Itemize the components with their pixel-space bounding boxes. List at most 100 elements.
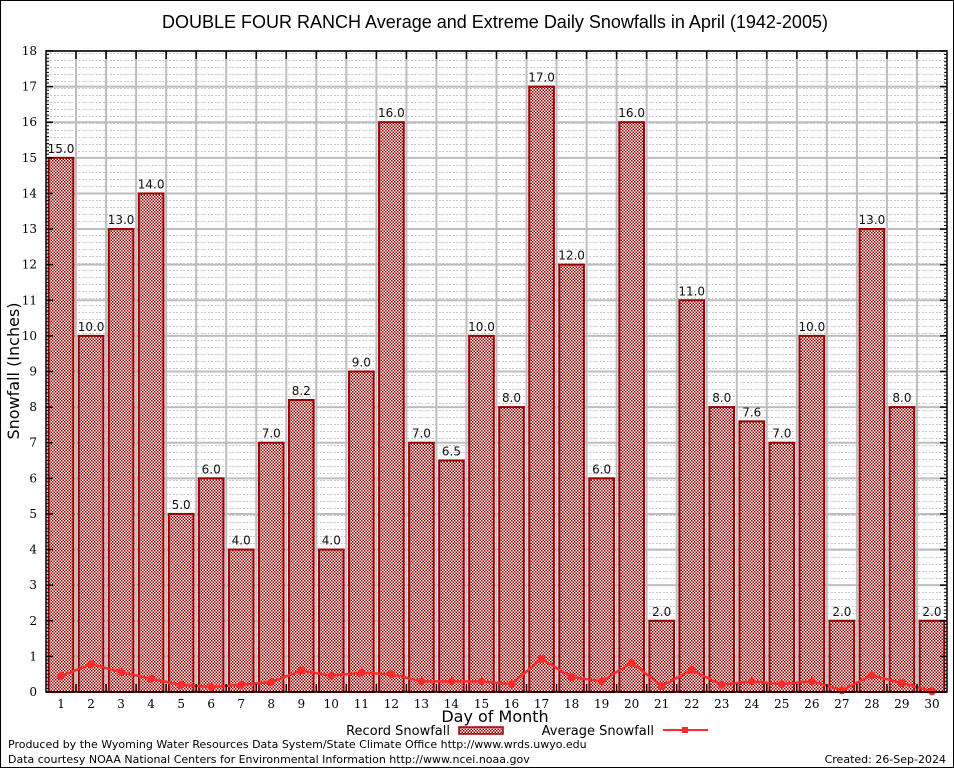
average-point-day-25 xyxy=(777,680,786,689)
bar-day-17 xyxy=(528,85,555,694)
average-point-day-27 xyxy=(837,686,846,695)
bar-value-labels: 15.0 10.0 13.0 14.0 5.0 6.0 4.0 7.0 8.2 4.0 9.0 16.… xyxy=(48,71,942,619)
legend-average-marker xyxy=(682,727,688,733)
average-point-day-6 xyxy=(207,683,216,692)
bar-label-day-4: 14.0 xyxy=(138,177,165,191)
x-tick-label: 30 xyxy=(924,697,939,711)
legend: Record Snowfall Average Snowfall xyxy=(346,724,708,739)
y-tick-label: 13 xyxy=(22,222,37,236)
x-tick-labels: 1 2 3 4 5 6 7 8 9 10 11 12 13 14 15 16 17 18 19 20 21 22 23 24 2… xyxy=(57,697,939,711)
average-point-day-1 xyxy=(57,671,66,680)
x-tick-label: 8 xyxy=(267,697,275,711)
average-point-day-23 xyxy=(717,680,726,689)
average-point-day-28 xyxy=(867,671,876,680)
bar-day-25 xyxy=(768,441,796,693)
x-tick-label: 3 xyxy=(117,697,125,711)
average-point-day-17 xyxy=(537,654,546,663)
x-tick-label: 19 xyxy=(594,697,609,711)
bar-label-day-2: 10.0 xyxy=(78,320,105,334)
y-tick-label: 0 xyxy=(29,685,37,699)
axis-ticks xyxy=(46,50,947,693)
bar-day-4 xyxy=(137,192,165,693)
x-tick-label: 20 xyxy=(624,697,639,711)
average-point-day-15 xyxy=(477,677,486,686)
average-point-day-24 xyxy=(747,677,756,686)
x-tick-label: 24 xyxy=(744,697,760,711)
bar-day-3 xyxy=(107,228,135,694)
bar-label-day-3: 13.0 xyxy=(108,213,135,227)
footer-data-courtesy: Data courtesy NOAA National Centers for … xyxy=(8,753,530,766)
x-tick-label: 27 xyxy=(834,697,849,711)
y-tick-label: 10 xyxy=(22,329,37,343)
x-tick-label: 12 xyxy=(384,697,399,711)
x-tick-label: 5 xyxy=(177,697,185,711)
average-point-day-22 xyxy=(687,665,696,674)
bar-day-23 xyxy=(708,406,736,693)
bar-label-day-13: 7.0 xyxy=(412,427,431,441)
average-point-day-29 xyxy=(897,679,906,688)
bar-label-day-29: 8.0 xyxy=(892,391,911,405)
x-tick-label: 16 xyxy=(504,697,519,711)
x-tick-label: 6 xyxy=(207,697,215,711)
bar-label-day-1: 15.0 xyxy=(48,142,75,156)
average-point-day-12 xyxy=(387,670,396,679)
bar-label-day-6: 6.0 xyxy=(202,462,221,476)
average-snowfall-line xyxy=(57,654,936,696)
bar-label-day-23: 8.0 xyxy=(712,391,731,405)
y-tick-label: 14 xyxy=(22,186,38,200)
y-tick-label: 16 xyxy=(22,115,37,129)
x-tick-label: 7 xyxy=(237,697,245,711)
x-tick-label: 15 xyxy=(474,697,489,711)
x-tick-label: 1 xyxy=(57,697,65,711)
bar-label-day-17: 17.0 xyxy=(528,71,555,85)
bar-label-day-24: 7.6 xyxy=(742,405,761,419)
bar-label-day-7: 4.0 xyxy=(232,534,251,548)
average-point-day-5 xyxy=(177,680,186,689)
bar-day-14 xyxy=(438,459,465,693)
x-tick-label: 2 xyxy=(87,697,95,711)
bar-label-day-14: 6.5 xyxy=(442,445,461,459)
average-point-day-19 xyxy=(597,677,606,686)
average-point-day-11 xyxy=(357,668,366,677)
bar-label-day-22: 11.0 xyxy=(678,284,705,298)
average-point-day-10 xyxy=(327,671,336,680)
average-point-day-21 xyxy=(657,681,666,690)
bar-day-27 xyxy=(828,619,856,693)
x-tick-label: 22 xyxy=(684,697,699,711)
average-point-day-13 xyxy=(417,677,426,686)
y-tick-label: 6 xyxy=(29,471,37,485)
bar-label-day-21: 2.0 xyxy=(652,605,671,619)
average-point-day-2 xyxy=(87,660,96,669)
x-tick-label: 25 xyxy=(774,697,789,711)
bar-day-26 xyxy=(798,334,826,693)
x-tick-label: 4 xyxy=(147,697,155,711)
bar-label-day-27: 2.0 xyxy=(832,605,851,619)
bar-day-15 xyxy=(468,334,495,693)
y-tick-label: 12 xyxy=(22,258,37,272)
x-tick-label: 14 xyxy=(444,697,460,711)
x-tick-label: 26 xyxy=(804,697,819,711)
bar-label-day-26: 10.0 xyxy=(798,320,825,334)
bar-day-29 xyxy=(888,406,916,693)
average-point-day-7 xyxy=(237,680,246,689)
y-tick-label: 2 xyxy=(29,614,37,628)
bar-day-5 xyxy=(167,512,195,694)
average-line-path xyxy=(60,657,933,693)
x-axis-label: Day of Month xyxy=(441,707,548,726)
y-tick-label: 18 xyxy=(22,44,37,58)
x-tick-label: 21 xyxy=(654,697,669,711)
x-tick-label: 18 xyxy=(564,697,579,711)
bar-day-9 xyxy=(287,398,315,693)
average-point-day-9 xyxy=(297,666,306,675)
y-tick-label: 5 xyxy=(29,507,37,521)
average-point-day-16 xyxy=(507,680,516,689)
chart-title: DOUBLE FOUR RANCH Average and Extreme Da… xyxy=(162,12,828,32)
bar-label-day-30: 2.0 xyxy=(922,605,941,619)
bar-label-day-11: 9.0 xyxy=(352,356,371,370)
bar-day-28 xyxy=(858,228,886,694)
legend-record-swatch xyxy=(458,726,504,735)
bar-day-13 xyxy=(408,441,435,693)
legend-average-label: Average Snowfall xyxy=(542,724,654,739)
bar-day-18 xyxy=(558,263,585,693)
